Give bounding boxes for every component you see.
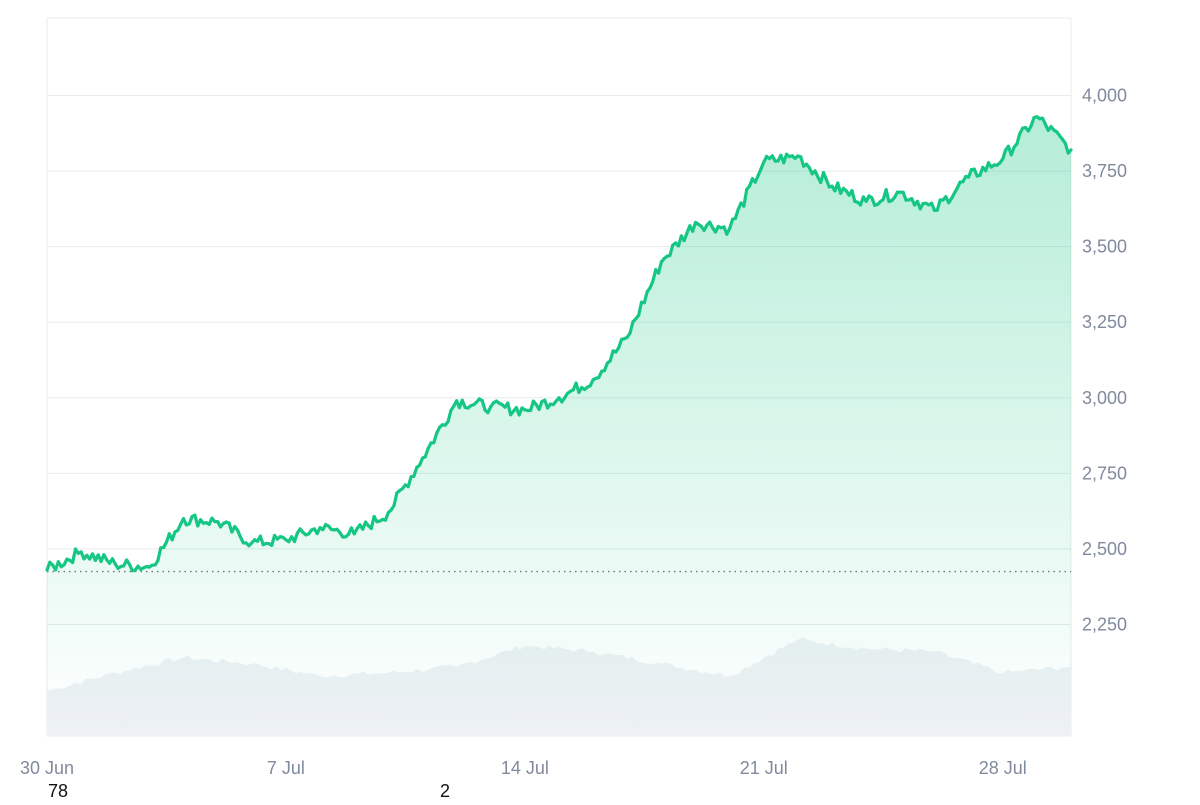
x-tick-label: 21 Jul (740, 758, 788, 778)
y-tick-label: 2,500 (1082, 539, 1127, 559)
x-tick-label: 28 Jul (979, 758, 1027, 778)
price-area (47, 117, 1071, 736)
y-tick-label: 3,750 (1082, 161, 1127, 181)
y-tick-label: 2,250 (1082, 614, 1127, 634)
x-tick-label: 30 Jun (20, 758, 74, 778)
y-tick-label: 3,250 (1082, 312, 1127, 332)
x-tick-label: 7 Jul (267, 758, 305, 778)
x-tick-label: 14 Jul (501, 758, 549, 778)
area-layer (47, 117, 1071, 736)
y-tick-label: 2,750 (1082, 463, 1127, 483)
y-tick-label: 3,000 (1082, 388, 1127, 408)
bottom-label: 2 (440, 781, 450, 800)
y-tick-label: 4,000 (1082, 86, 1127, 106)
bottom-label: 78 (48, 781, 68, 800)
y-tick-label: 3,500 (1082, 237, 1127, 257)
price-line-segment-up (1068, 150, 1071, 153)
